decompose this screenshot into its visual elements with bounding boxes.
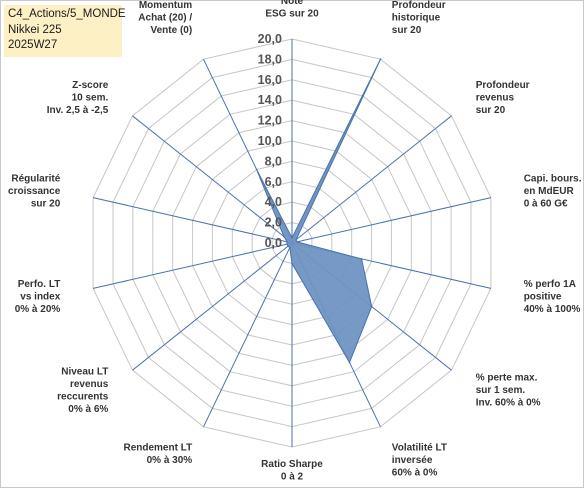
axis-label-line: 10 sem. [72, 92, 109, 103]
axis-label-line: Régularité [11, 173, 60, 184]
axis-label-line: historique [392, 13, 441, 24]
axis-label-line: en MdEUR [524, 186, 575, 197]
axis-label: Momentum Achat (20) /Vente (0) [138, 0, 192, 36]
axis-label-line: ESG sur 20 [265, 9, 319, 20]
axis-label-line: positive [524, 292, 562, 303]
axis-label: Ratio Sharpe 0 à 2 [261, 459, 323, 483]
tick-label: 6,0 [265, 175, 282, 189]
axis-label-line: sur 20 [31, 198, 61, 209]
axis-label-line: croissance [8, 186, 61, 197]
radar-tick-labels: 0,0 2,0 4,0 6,0 8,0 10,0 12,0 14,0 16,0 18,0 20,0 [258, 32, 282, 250]
axis-label-line: 0 à 2 [281, 472, 304, 483]
axis-label-line: 60% à 0% [392, 467, 438, 478]
series-point [291, 237, 293, 239]
axis-label-line: Profondeur [476, 80, 530, 91]
axis-label-line: 0% à 30% [147, 455, 193, 466]
axis-spoke [132, 115, 293, 244]
axis-label: Note ESG sur 20 [265, 0, 319, 20]
axis-label-line: 0% à 20% [15, 304, 61, 315]
axis-spoke [92, 242, 293, 289]
axis-label-line: Rendement LT [123, 442, 192, 453]
axis-label-line: sur 20 [392, 25, 422, 36]
axis-label: Rendement LT 0% à 30% [123, 442, 192, 466]
axis-label-line: Profondeur [392, 0, 446, 11]
series-point [296, 241, 298, 243]
tick-label: 16,0 [258, 73, 282, 87]
tick-label: 14,0 [258, 93, 282, 107]
info-index-name: Nikkei 225 [8, 23, 62, 36]
axis-label-line: Inv. 60% à 0% [476, 398, 541, 409]
info-category: C4_Actions/5_MONDE [8, 8, 126, 20]
axis-label-line: Vente (0) [151, 25, 193, 36]
series-point [360, 258, 363, 260]
axis-label-line: inversée [392, 455, 433, 466]
series-point [283, 235, 285, 238]
series-point [286, 241, 288, 243]
axis-spoke [92, 197, 293, 244]
info-box: C4_Actions/5_MONDE Nikkei 225 2025W27 [4, 5, 126, 57]
series-point [295, 239, 297, 241]
axis-label-line: 0% à 6% [68, 404, 108, 415]
axis-spoke [291, 115, 452, 244]
axis-label: % perte max.sur 1 sem. Inv. 60% à 0% [476, 373, 541, 409]
axis-spoke [291, 197, 492, 244]
axis-label-line: sur 1 sem. [476, 385, 526, 396]
radar-series [255, 58, 382, 364]
axis-label-line: Momentum [139, 0, 192, 11]
axis-label-line: Inv. 2,5 à -2,5 [47, 105, 109, 116]
series-point [379, 58, 382, 60]
axis-label-line: % perfo 1A [524, 279, 576, 290]
axis-label-line: Achat (20) / [138, 13, 192, 24]
series-point [255, 168, 258, 171]
axis-label-line: Niveau LT [61, 367, 108, 378]
info-week: 2025W27 [8, 39, 58, 51]
tick-label: 18,0 [258, 52, 282, 66]
tick-label: 10,0 [258, 134, 282, 148]
axis-spoke [132, 242, 293, 371]
series-point [289, 246, 291, 249]
axis-label-line: Perfo. LT [18, 279, 61, 290]
series-point [286, 243, 288, 245]
axis-label-line: revenus [70, 379, 109, 390]
axis-label-line: Note [281, 0, 304, 7]
tick-label: 20,0 [258, 32, 282, 46]
tick-label: 4,0 [265, 195, 282, 209]
axis-label-line: revenus [476, 92, 515, 103]
series-point [370, 305, 373, 308]
series-point [291, 262, 293, 265]
axis-spoke [203, 242, 293, 428]
axis-label-line: vs index [20, 292, 60, 303]
tick-label: 8,0 [265, 154, 282, 168]
tick-label: 0,0 [265, 236, 282, 250]
series-point [287, 245, 289, 247]
axis-label-line: 40% à 100% [524, 304, 581, 315]
axis-label-line: sur 20 [476, 105, 506, 116]
axis-label-line: Ratio Sharpe [261, 459, 323, 470]
axis-label-line: Z-score [72, 80, 109, 91]
series-point [348, 361, 351, 364]
axis-label-line: Capi. bours. [524, 173, 582, 184]
tick-label: 2,0 [265, 216, 282, 230]
axis-label-line: reccurents [57, 392, 109, 403]
axis-label-line: % perte max. [476, 373, 538, 384]
tick-label: 12,0 [258, 114, 282, 128]
axis-label-line: 0 à 60 G€ [524, 198, 568, 209]
axis-label-line: Volatilité LT [392, 442, 447, 453]
